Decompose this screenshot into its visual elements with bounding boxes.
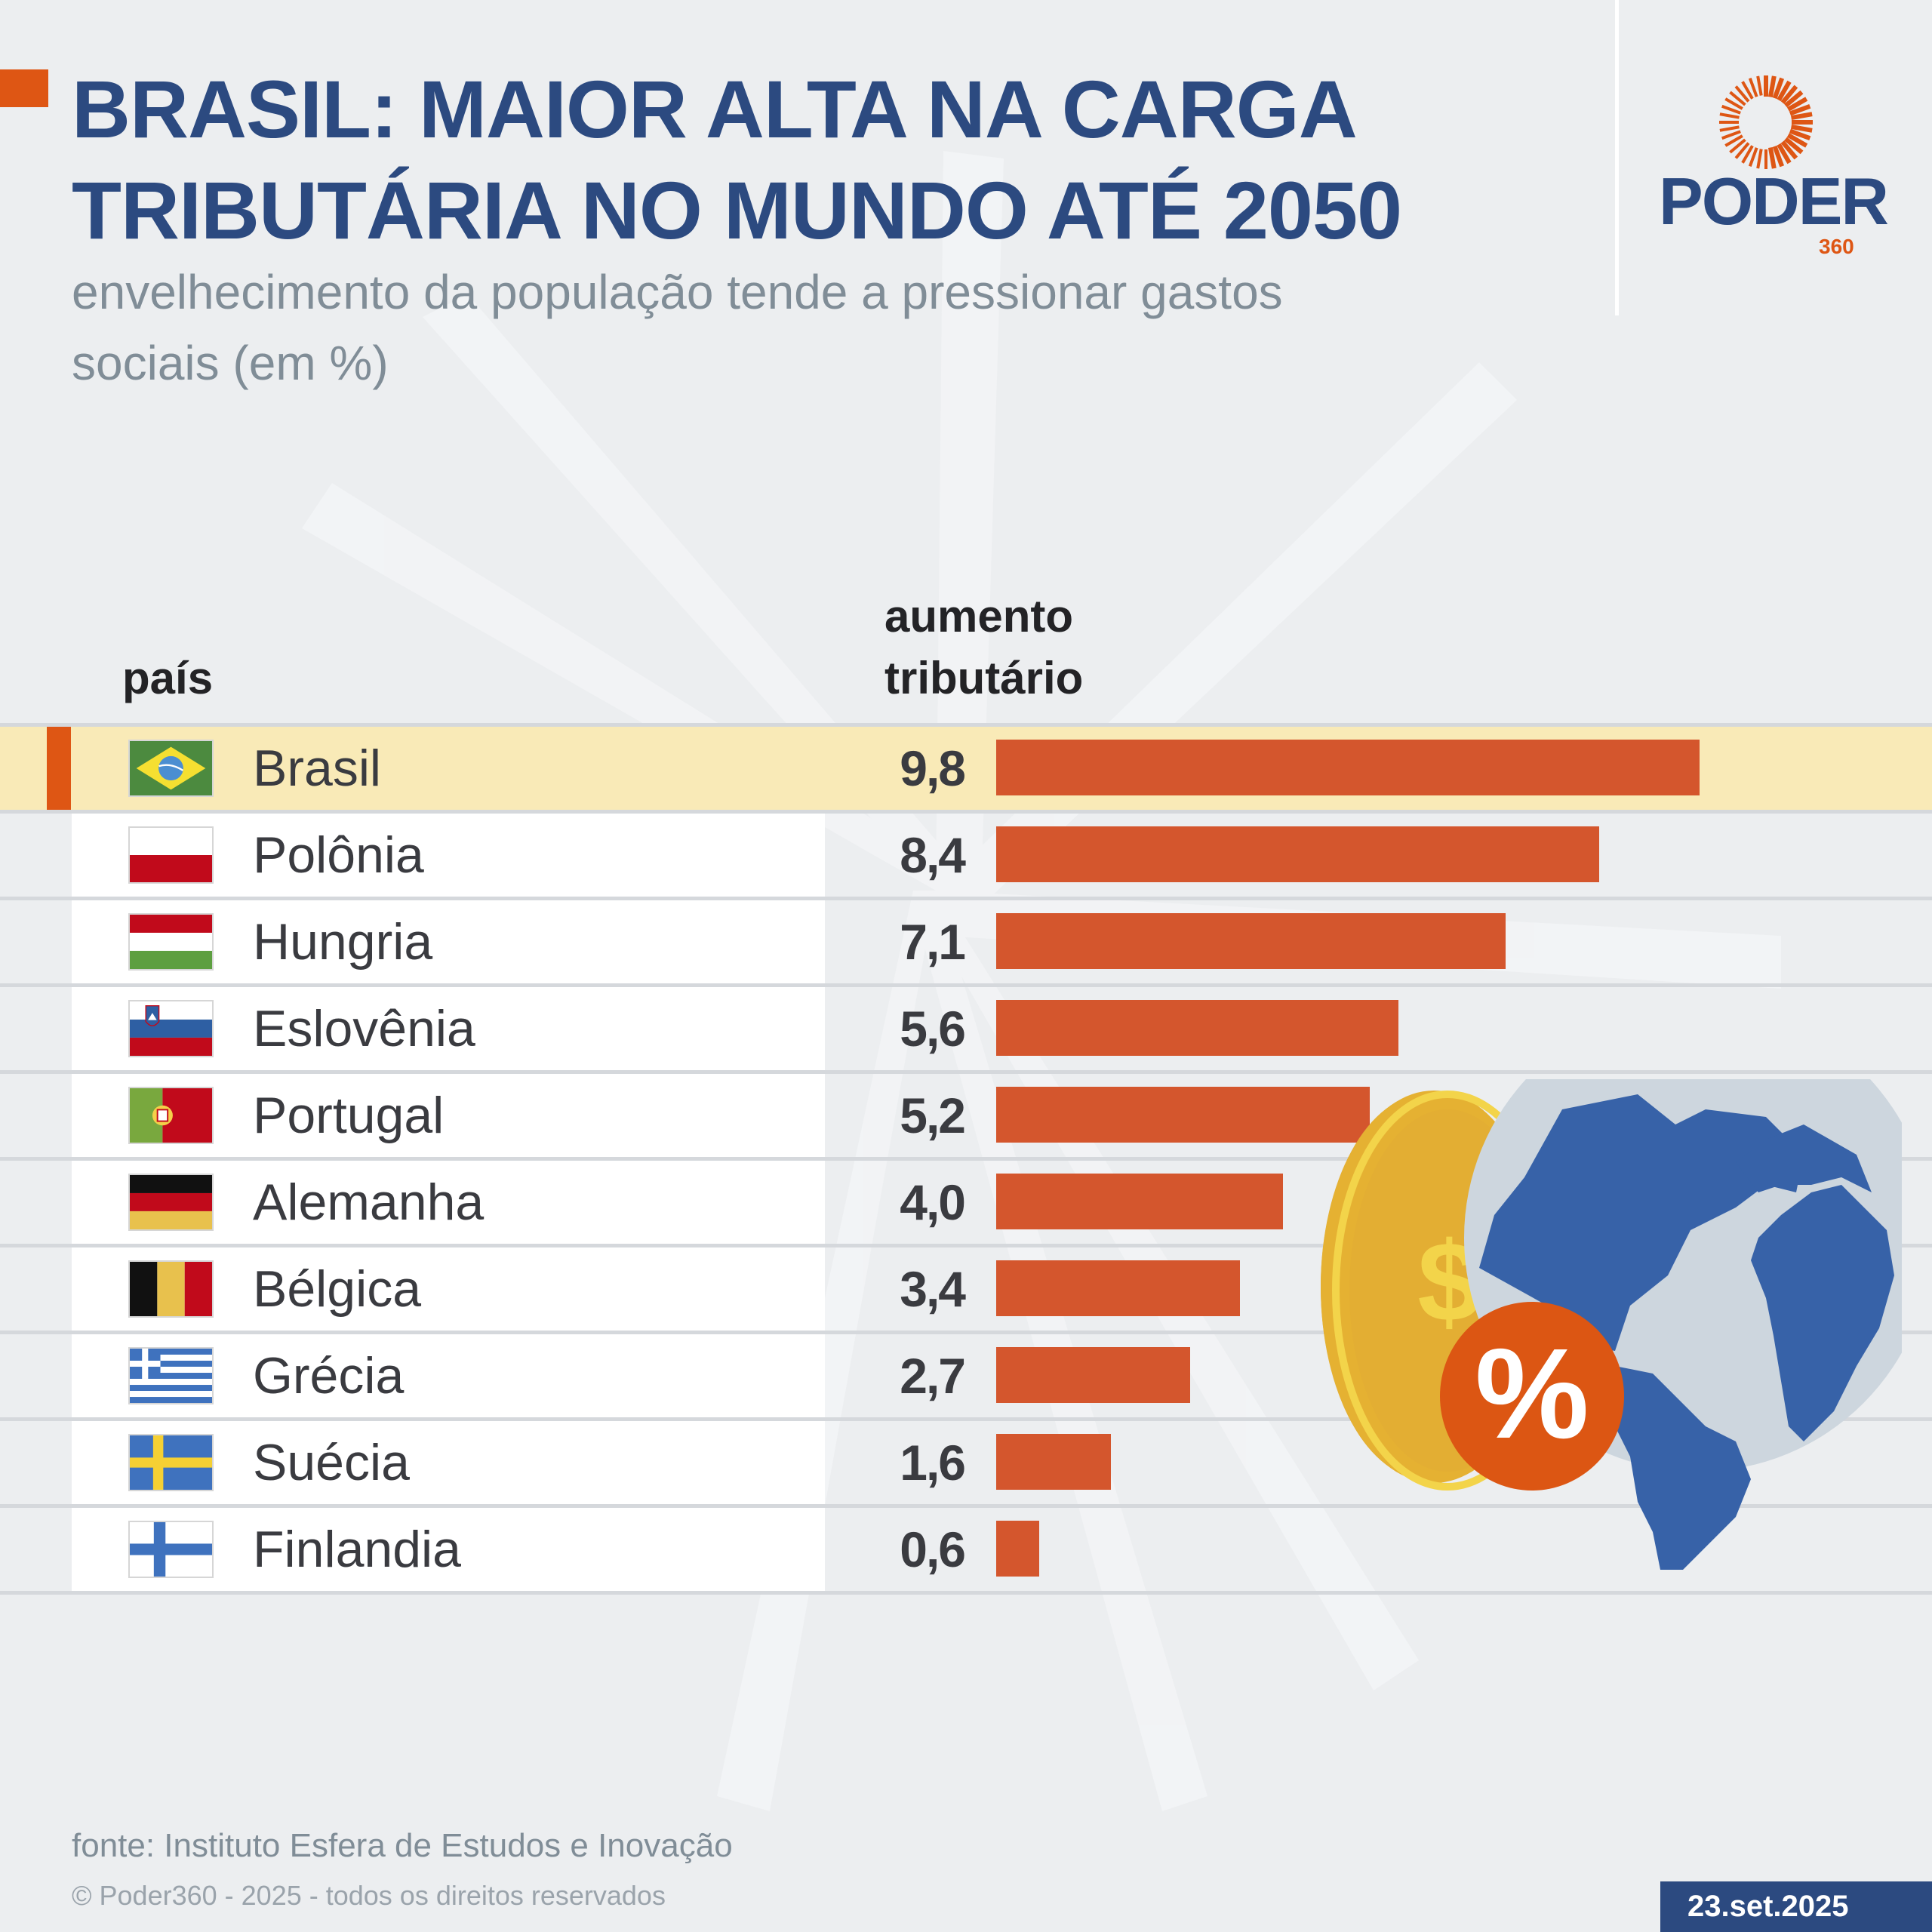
value-label: 9,8 [900,740,966,796]
percent-badge-icon: % [1440,1302,1624,1491]
country-label: Bélgica [253,1260,422,1318]
value-label: 8,4 [900,827,966,883]
portugal-flag-icon [128,1087,214,1144]
value-label: 3,4 [900,1261,966,1317]
table-row: Polônia 8,4 [0,810,1932,897]
header-divider [1615,0,1619,315]
copyright-note: © Poder360 - 2025 - todos os direitos re… [72,1880,666,1911]
bar-7 [996,1347,1190,1403]
column-header-value-line-1: aumento [884,591,1074,641]
table-row: Portugal 5,2 [0,1070,1932,1157]
brand-number: 360 [1819,235,1854,258]
source-note: fonte: Instituto Esfera de Estudos e Ino… [72,1827,733,1864]
chart-subtitle: envelhecimento da população tende a pres… [72,257,1506,398]
value-label: 5,2 [900,1088,966,1143]
country-label: Hungria [253,913,433,971]
brazil-flag-icon [128,740,214,797]
table-row: Brasil 9,8 [0,723,1932,810]
belgium-flag-icon [128,1260,214,1318]
value-label: 5,6 [900,1001,966,1057]
illustration: $ % [1321,1079,1902,1570]
bar-0 [996,740,1700,795]
bar-5 [996,1174,1284,1229]
sunburst-logo-icon [1719,75,1813,169]
country-label: Suécia [253,1434,410,1491]
sweden-flag-icon [128,1434,214,1491]
bar-1 [996,826,1599,882]
value-label: 7,1 [900,914,966,970]
value-label: 0,6 [900,1521,966,1577]
table-row: Hungria 7,1 [0,897,1932,983]
germany-flag-icon [128,1174,214,1231]
table-row: Suécia 1,6 [0,1417,1932,1504]
highlight-marker [47,727,71,810]
column-header-value: aumento tributário [884,586,1083,709]
country-label: Alemanha [253,1174,485,1231]
slovenia-flag-icon [128,1000,214,1057]
brand-name: PODER [1659,164,1889,238]
column-header-value-line-2: tributário [884,653,1084,703]
table-row: Grécia 2,7 [0,1331,1932,1417]
bar-8 [996,1434,1112,1490]
bar-9 [996,1521,1040,1577]
greece-flag-icon [128,1347,214,1404]
bar-6 [996,1260,1241,1316]
title-line-2: TRIBUTÁRIA NO MUNDO ATÉ 2050 [72,165,1402,256]
percent-symbol: % [1475,1322,1589,1466]
country-label: Grécia [253,1347,405,1404]
country-label: Finlandia [253,1521,461,1578]
date-badge: 23.set.2025 [1660,1881,1932,1932]
country-label: Eslovênia [253,1000,475,1057]
title-line-1: BRASIL: MAIOR ALTA NA CARGA [72,63,1358,155]
bar-2 [996,913,1506,969]
accent-mark [0,69,48,107]
country-label: Portugal [253,1087,445,1144]
chart-title: BRASIL: MAIOR ALTA NA CARGA TRIBUTÁRIA N… [72,59,1551,261]
bar-3 [996,1000,1398,1056]
hungary-flag-icon [128,913,214,971]
poland-flag-icon [128,826,214,884]
country-label: Polônia [253,826,424,884]
finland-flag-icon [128,1521,214,1578]
table-row: Alemanha 4,0 [0,1157,1932,1244]
subtitle-line-2: sociais (em %) [72,336,389,390]
table-row: Finlandia 0,6 [0,1504,1932,1595]
column-header-country: país [122,653,214,703]
table-row: Bélgica 3,4 [0,1244,1932,1331]
country-label: Brasil [253,740,382,797]
value-label: 2,7 [900,1348,966,1404]
bar-4 [996,1087,1370,1143]
value-label: 4,0 [900,1174,966,1230]
value-label: 1,6 [900,1435,966,1491]
table-row: Eslovênia 5,6 [0,983,1932,1070]
subtitle-line-1: envelhecimento da população tende a pres… [72,265,1283,319]
bar-table: Brasil 9,8 Polônia 8,4 Hungria 7,1 Eslovênia 5,… [0,723,1932,1595]
